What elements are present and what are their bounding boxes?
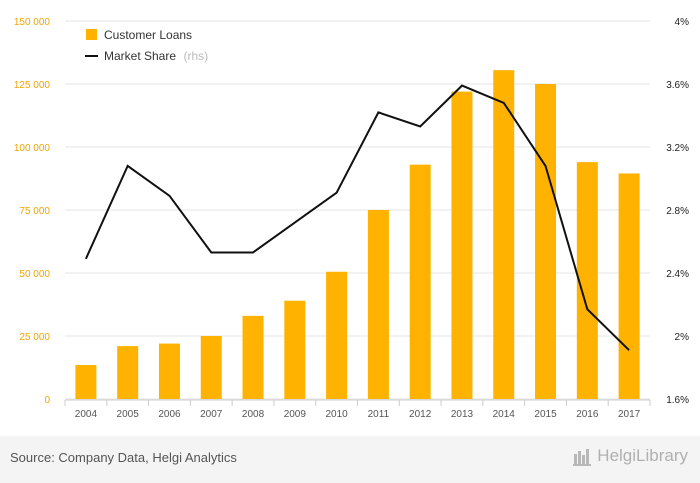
logo-text: HelgiLibrary	[597, 446, 688, 465]
legend-label-customer-loans: Customer Loans	[104, 28, 192, 42]
legend-label-market-share: Market Share (rhs)	[104, 47, 208, 64]
legend-label-market-share-note: (rhs)	[183, 49, 208, 63]
bar	[576, 162, 598, 399]
bars-customer-loans	[75, 70, 640, 399]
x-axis-tick-label: 2016	[576, 409, 599, 420]
right-axis-tick-label: 3.6%	[666, 80, 689, 91]
x-axis-tick-label: 2013	[451, 409, 474, 420]
bar	[326, 271, 348, 399]
x-axis-tick-label: 2009	[284, 409, 307, 420]
x-axis-tick-label: 2011	[368, 409, 390, 420]
x-axis-tick-label: 2015	[534, 409, 557, 420]
legend-label-market-share-name: Market Share	[104, 49, 176, 63]
bar	[493, 70, 515, 399]
bar	[409, 164, 431, 399]
bar	[158, 343, 180, 399]
bar	[117, 346, 139, 399]
left-axis: 0 25 000 50 000 75 000 100 000 125 000 150 000	[14, 17, 51, 406]
x-axis-tick-label: 2007	[200, 409, 223, 420]
legend: Customer Loans Market Share (rhs)	[85, 28, 208, 64]
bar	[618, 173, 640, 399]
x-axis-tick-label: 2004	[75, 409, 98, 420]
left-axis-tick-label: 100 000	[14, 143, 51, 154]
left-axis-tick-label: 150 000	[14, 17, 51, 28]
x-axis-tick-label: 2012	[409, 409, 432, 420]
bar	[242, 315, 264, 399]
right-axis-tick-label: 2.8%	[666, 206, 689, 217]
footer: Source: Company Data, Helgi Analytics He…	[0, 436, 700, 483]
right-axis: 1.6% 2% 2.4% 2.8% 3.2% 3.6% 4%	[666, 17, 689, 406]
bar	[200, 336, 222, 399]
left-axis-tick-label: 25 000	[19, 332, 50, 343]
x-axis: 2004 2005 2006 2007 2008 2009 2010 2011 2012 2013…	[64, 399, 651, 420]
legend-swatch-customer-loans	[86, 29, 97, 40]
right-axis-tick-label: 2%	[675, 332, 690, 343]
left-axis-tick-label: 0	[44, 395, 50, 406]
right-axis-tick-label: 2.4%	[666, 269, 689, 280]
gridlines	[65, 20, 650, 400]
bar	[367, 210, 389, 399]
right-axis-tick-label: 4%	[675, 17, 690, 28]
bar	[451, 91, 473, 399]
x-axis-tick-label: 2006	[158, 409, 181, 420]
library-logo-icon	[573, 449, 592, 466]
x-axis-tick-label: 2017	[618, 409, 641, 420]
right-axis-tick-label: 1.6%	[666, 395, 689, 406]
x-axis-tick-label: 2005	[117, 409, 140, 420]
series-line	[84, 84, 630, 351]
x-axis-tick-label: 2014	[493, 409, 516, 420]
left-axis-tick-label: 125 000	[14, 80, 51, 91]
bar	[75, 364, 97, 399]
x-axis-tick-label: 2010	[325, 409, 348, 420]
helgi-library-logo[interactable]: HelgiLibrary	[573, 446, 688, 466]
right-axis-tick-label: 3.2%	[666, 143, 689, 154]
bar	[284, 300, 306, 399]
source-text: Source: Company Data, Helgi Analytics	[10, 450, 237, 465]
x-axis-tick-label: 2008	[242, 409, 265, 420]
left-axis-tick-label: 50 000	[19, 269, 50, 280]
left-axis-tick-label: 75 000	[19, 206, 50, 217]
bar	[535, 84, 557, 399]
line-market-share	[84, 84, 630, 351]
combo-chart: 0 25 000 50 000 75 000 100 000 125 000 150 000…	[14, 17, 689, 420]
